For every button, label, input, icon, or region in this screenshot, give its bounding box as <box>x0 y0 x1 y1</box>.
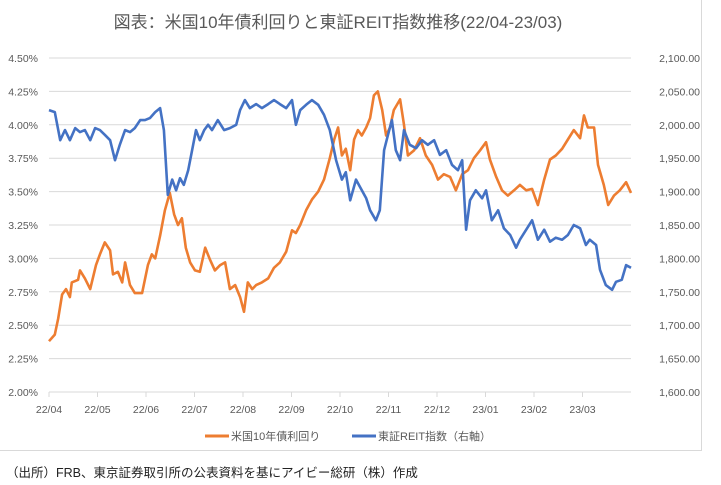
legend-label: 米国10年債利回り <box>231 429 320 443</box>
right-tick-label: 1,650.00 <box>659 354 700 366</box>
reit-index-line <box>48 98 632 292</box>
left-tick-label: 3.75% <box>8 153 38 165</box>
chart-frame <box>0 0 702 451</box>
x-tick-label: 22/08 <box>230 404 256 416</box>
left-tick-label: 4.00% <box>8 120 38 132</box>
right-tick-label: 2,050.00 <box>659 86 700 98</box>
right-tick-label: 1,700.00 <box>659 320 700 332</box>
chart: 図表：米国10年債利回りと東証REIT指数推移(22/04-23/03) 2.0… <box>8 13 700 443</box>
right-axis: 1,600.00 1,650.00 1,700.00 1,750.00 1,800.00… <box>659 53 700 399</box>
right-tick-label: 1,750.00 <box>659 287 700 299</box>
left-tick-label: 2.75% <box>8 287 38 299</box>
x-tick-label: 22/05 <box>84 404 110 416</box>
x-tick-label: 22/04 <box>36 404 62 416</box>
x-tick-label: 22/12 <box>424 404 450 416</box>
left-tick-label: 4.50% <box>8 53 38 65</box>
source-note: （出所）FRB、東京証券取引所の公表資料を基にアイビー総研（株）作成 <box>6 466 418 480</box>
left-tick-label: 3.50% <box>8 187 38 199</box>
left-tick-label: 2.00% <box>8 387 38 399</box>
left-tick-label: 2.50% <box>8 320 38 332</box>
legend-label: 東証REIT指数（右軸） <box>378 429 491 443</box>
right-tick-label: 1,800.00 <box>659 253 700 265</box>
x-axis: 22/04 22/05 22/06 22/07 22/08 22/09 22/10 22/11… <box>36 392 596 416</box>
legend: 米国10年債利回り 東証REIT指数（右軸） <box>205 429 491 443</box>
x-tick-label: 23/02 <box>521 404 547 416</box>
left-axis: 2.00% 2.25% 2.50% 2.75% 3.00% 3.25% 3.50% 3.75%… <box>8 53 38 399</box>
left-tick-label: 3.00% <box>8 253 38 265</box>
x-tick-label: 22/07 <box>181 404 207 416</box>
left-tick-label: 3.25% <box>8 220 38 232</box>
x-tick-label: 22/09 <box>278 404 304 416</box>
gridlines <box>49 57 631 393</box>
left-tick-label: 4.25% <box>8 86 38 98</box>
x-tick-label: 22/11 <box>376 404 402 416</box>
right-tick-label: 2,100.00 <box>659 53 700 65</box>
right-tick-label: 1,850.00 <box>659 220 700 232</box>
x-tick-label: 22/10 <box>327 404 353 416</box>
x-tick-label: 23/01 <box>472 404 498 416</box>
us-10y-yield-line <box>48 90 633 343</box>
chart-title: 図表：米国10年債利回りと東証REIT指数推移(22/04-23/03) <box>114 13 563 32</box>
right-tick-label: 2,000.00 <box>659 120 700 132</box>
right-tick-label: 1,900.00 <box>659 187 700 199</box>
right-tick-label: 1,600.00 <box>659 387 700 399</box>
x-tick-label: 23/03 <box>569 404 595 416</box>
series-lines <box>48 90 633 343</box>
left-tick-label: 2.25% <box>8 354 38 366</box>
right-tick-label: 1,950.00 <box>659 153 700 165</box>
x-tick-label: 22/06 <box>133 404 159 416</box>
